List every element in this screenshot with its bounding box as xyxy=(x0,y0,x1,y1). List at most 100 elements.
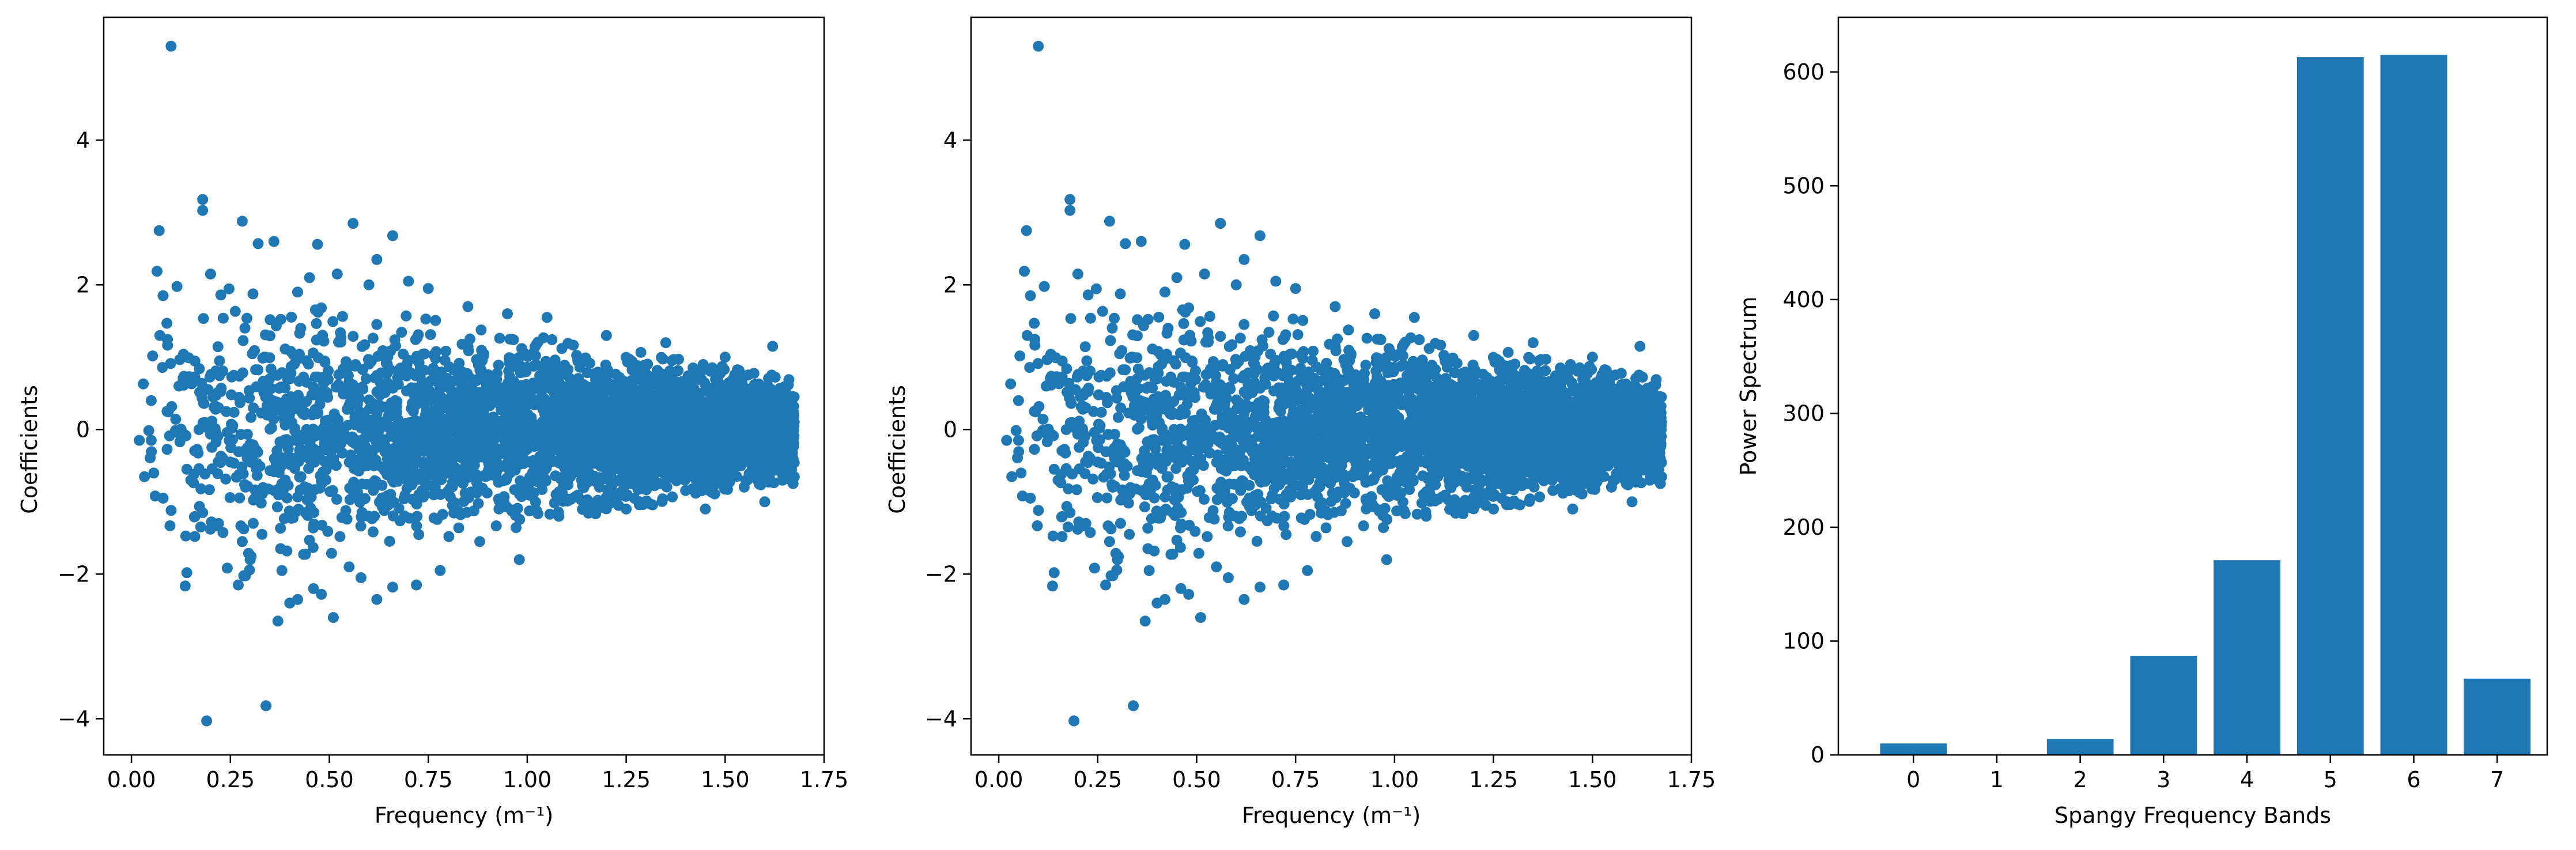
scatter-point xyxy=(372,387,383,398)
scatter-point xyxy=(252,470,263,481)
scatter-point xyxy=(436,399,447,410)
scatter-point xyxy=(368,527,379,538)
scatter-point xyxy=(338,389,349,400)
scatter-point xyxy=(527,440,538,451)
scatter-point xyxy=(1424,343,1435,354)
scatter-point xyxy=(371,319,382,330)
scatter-point xyxy=(658,354,668,365)
x-tick-label: 1.00 xyxy=(503,767,552,792)
scatter-point xyxy=(757,381,768,392)
scatter-point xyxy=(367,398,377,409)
scatter-point xyxy=(1412,509,1423,520)
scatter-point xyxy=(596,421,607,432)
scatter-point xyxy=(765,419,776,430)
scatter-point xyxy=(328,612,339,623)
scatter-point xyxy=(234,371,245,381)
scatter-point xyxy=(364,279,375,290)
scatter-point xyxy=(265,330,275,341)
scatter-point xyxy=(754,396,765,407)
scatter-point xyxy=(550,354,561,365)
scatter-point xyxy=(170,414,181,425)
scatter-point xyxy=(698,359,709,370)
scatter-point xyxy=(244,392,255,403)
scatter-point xyxy=(481,426,492,437)
scatter-point xyxy=(354,393,365,404)
scatter-point xyxy=(195,483,206,494)
scatter-point xyxy=(1029,444,1040,455)
scatter-point xyxy=(626,375,637,386)
scatter-point xyxy=(518,347,529,358)
scatter-point xyxy=(660,337,671,348)
scatter-point xyxy=(513,362,524,373)
y-tick-label: −4 xyxy=(58,706,90,731)
scatter-point xyxy=(309,457,320,468)
scatter-point xyxy=(1142,523,1153,534)
scatter-point xyxy=(588,498,599,509)
scatter-point xyxy=(363,354,374,365)
scatter-point xyxy=(311,409,322,420)
scatter-point xyxy=(205,372,216,383)
scatter-point xyxy=(553,511,564,522)
scatter-point xyxy=(238,469,249,479)
scatter-point xyxy=(564,494,575,505)
scatter-point xyxy=(446,411,457,422)
scatter-point xyxy=(488,411,498,422)
scatter-point xyxy=(1119,470,1130,481)
scatter-point xyxy=(186,475,197,486)
scatter-point xyxy=(736,419,747,430)
scatter-point xyxy=(248,518,259,529)
scatter-point xyxy=(273,615,284,626)
scatter-point xyxy=(293,390,304,401)
scatter-point xyxy=(199,469,210,479)
scatter-point xyxy=(410,449,421,460)
scatter-point xyxy=(682,416,693,427)
scatter-point xyxy=(788,431,799,442)
scatter-point xyxy=(532,508,543,519)
scatter-point xyxy=(236,429,247,440)
scatter-point xyxy=(216,386,226,397)
scatter-point xyxy=(491,520,502,531)
scatter-point xyxy=(578,379,589,390)
scatter-point xyxy=(164,430,175,441)
scatter-point xyxy=(498,497,509,508)
scatter-point xyxy=(384,364,395,375)
scatter-point xyxy=(218,313,229,324)
scatter-point xyxy=(564,373,575,384)
scatter-point xyxy=(348,218,358,229)
scatter-point xyxy=(588,368,599,379)
scatter-point xyxy=(371,254,382,265)
scatter-point xyxy=(197,507,208,518)
scatter-point xyxy=(644,411,655,422)
scatter-point xyxy=(360,414,371,425)
scatter-point xyxy=(645,399,656,410)
scatter-point xyxy=(1047,580,1058,591)
scatter-point xyxy=(175,436,186,447)
scatter-point xyxy=(252,458,263,469)
scatter-point xyxy=(502,308,513,319)
scatter-point xyxy=(675,466,686,477)
scatter-point xyxy=(656,380,667,391)
scatter-point xyxy=(656,458,667,469)
scatter-point xyxy=(384,536,395,547)
scatter-point xyxy=(377,501,388,512)
scatter-point xyxy=(509,405,520,415)
scatter-point xyxy=(593,405,604,416)
scatter-point xyxy=(718,474,729,485)
scatter-point xyxy=(326,548,337,559)
scatter-point xyxy=(262,410,273,421)
scatter-point xyxy=(514,554,525,565)
scatter-point xyxy=(356,572,367,583)
scatter-point xyxy=(697,440,708,451)
scatter-point xyxy=(162,340,173,351)
scatter-point xyxy=(235,520,246,531)
scatter-point xyxy=(323,365,334,376)
scatter-point xyxy=(390,341,401,352)
scatter-point xyxy=(454,523,464,534)
scatter-point xyxy=(477,449,488,460)
scatter-point xyxy=(413,529,424,540)
scatter-point xyxy=(197,205,208,216)
scatter-point xyxy=(134,435,145,446)
scatter-point xyxy=(296,471,307,482)
scatter-point xyxy=(417,349,428,360)
